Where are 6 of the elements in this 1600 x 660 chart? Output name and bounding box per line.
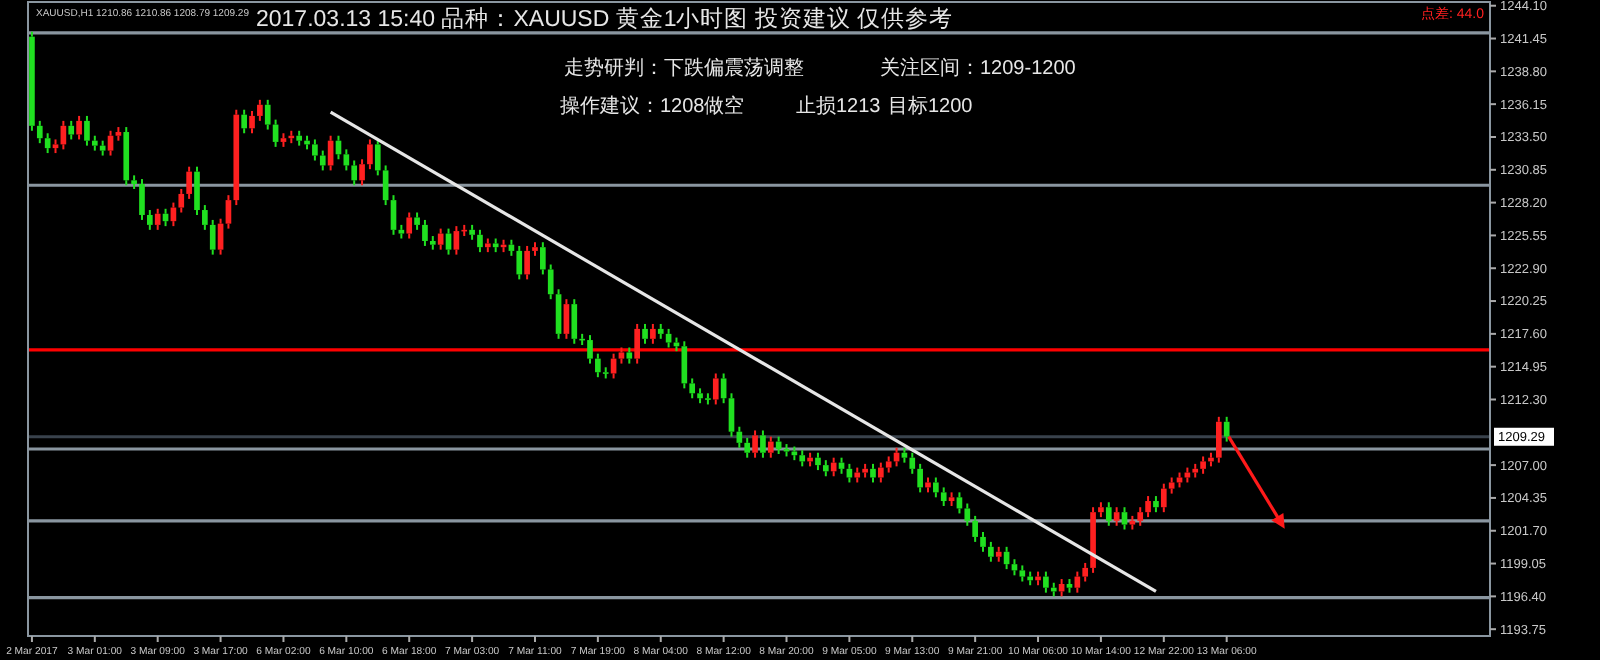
chart-title: 2017.03.13 15:40 品种：XAUUSD 黄金1小时图 投资建议 仅供参考: [256, 4, 954, 32]
annotation: 止损1213: [796, 94, 882, 118]
annotation: 目标1200: [888, 94, 974, 118]
annotation: 走势研判：下跌偏震荡调整: [564, 56, 804, 80]
annotation: 操作建议：1208做空: [560, 94, 745, 118]
annotation: 关注区间：1209-1200: [880, 56, 1077, 80]
